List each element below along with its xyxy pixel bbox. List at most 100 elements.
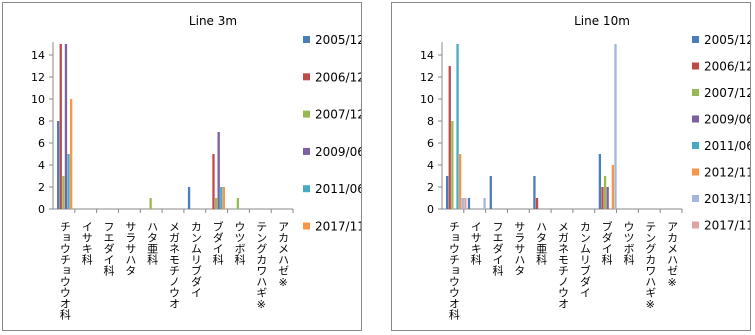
x-category-label: ブダイ科 xyxy=(211,220,224,265)
x-category-label: ウツボ科 xyxy=(622,221,635,265)
y-tick-label: 2 xyxy=(38,181,45,194)
bar xyxy=(70,99,73,209)
bar xyxy=(149,198,152,209)
x-category-label: チョウチョウウオ科 xyxy=(58,221,71,320)
bar xyxy=(222,187,226,209)
x-category-label: ウツボ科 xyxy=(233,221,246,265)
legend-label: 2012/11 xyxy=(704,166,750,180)
chart-panel-line-10m: Line 10m 0 2 4 6 8 10 12 14 チョウチョウウオ科 イサキ科 フエダイ科 サラサ… xyxy=(391,2,751,331)
legend-swatch xyxy=(303,73,310,81)
chart-line-3m: Line 3m 0 2 4 6 8 10 12 14 チョウチョウウオ科 イサキ科 フエダイ科 サラサハ… xyxy=(31,14,361,320)
legend-swatch xyxy=(303,147,310,155)
legend-label: 2009/06 xyxy=(315,145,361,159)
bar xyxy=(459,154,462,209)
legend-label: 2017/11 xyxy=(315,220,361,234)
y-tick-label: 8 xyxy=(427,115,434,128)
bar xyxy=(461,198,464,209)
bar xyxy=(236,198,240,209)
legend-swatch xyxy=(692,195,699,202)
x-category-label: サラサハタ xyxy=(124,221,137,276)
bar xyxy=(212,154,215,209)
y-tick-label: 4 xyxy=(38,159,45,172)
bar xyxy=(483,198,486,209)
legend-swatch xyxy=(303,36,310,43)
bar xyxy=(464,198,467,209)
x-category-label: カンムリブダイ xyxy=(578,221,591,298)
bar xyxy=(67,154,70,209)
legend-label: 2005/12 xyxy=(315,33,361,47)
bar xyxy=(601,187,604,209)
bar xyxy=(64,44,68,209)
bar xyxy=(62,176,65,209)
bar xyxy=(489,176,492,209)
chart-panel-line-3m: Line 3m 0 2 4 6 8 10 12 14 チョウチョウウオ科 イサキ科 フエダイ科 サラサハ… xyxy=(2,2,362,331)
x-category-label: イサキ科 xyxy=(80,221,93,265)
bar xyxy=(220,187,223,209)
bar xyxy=(535,198,539,209)
bar xyxy=(217,132,220,209)
y-tick-label: 10 xyxy=(31,93,45,106)
x-category-label: フエダイ科 xyxy=(491,221,504,276)
bar xyxy=(467,198,471,209)
x-category-label: ハタ亜科 xyxy=(146,221,159,265)
bar xyxy=(59,44,62,209)
bar xyxy=(448,66,451,209)
bar xyxy=(606,187,609,209)
legend-label: 2007/12 xyxy=(704,86,750,100)
x-category-label: チョウチョウウオ科 xyxy=(447,221,460,320)
x-category-label: テングカワハギ※ xyxy=(255,221,268,311)
y-tick-label: 14 xyxy=(420,49,434,62)
legend-label: 2017/11 xyxy=(704,219,750,233)
legend-label: 2005/12 xyxy=(704,33,750,47)
bar xyxy=(451,121,454,209)
x-category-label: ハタ亜科 xyxy=(535,221,548,265)
x-category-label: メガネモチノウオ xyxy=(168,221,181,309)
x-category-label: メガネモチノウオ xyxy=(557,221,570,309)
legend-swatch xyxy=(692,36,699,43)
bar xyxy=(611,165,615,209)
x-category-label: カンムリブダイ xyxy=(189,221,202,298)
x-category-label: アカメハゼ※ xyxy=(277,221,290,289)
x-category-label: テングカワハギ※ xyxy=(644,221,657,311)
y-tick-label: 8 xyxy=(38,115,45,128)
legend-swatch xyxy=(692,62,699,70)
legend-label: 2009/06 xyxy=(704,113,750,127)
legend-swatch xyxy=(303,110,310,118)
bar xyxy=(446,176,449,209)
legend-label: 2007/12 xyxy=(315,108,361,122)
legend-swatch xyxy=(303,185,310,193)
y-tick-label: 6 xyxy=(38,137,45,150)
bar xyxy=(456,44,459,209)
legend-label: 2013/11 xyxy=(704,192,750,206)
legend-label: 2006/12 xyxy=(315,70,361,84)
legend-label: 2011/06 xyxy=(315,182,361,196)
legend-swatch xyxy=(692,89,699,96)
legend-label: 2006/12 xyxy=(704,60,750,74)
y-tick-label: 0 xyxy=(38,203,45,216)
chart-title: Line 3m xyxy=(189,14,237,28)
y-tick-label: 12 xyxy=(31,71,45,84)
x-category-label: ブダイ科 xyxy=(600,220,613,265)
bar xyxy=(598,154,602,209)
x-category-label: イサキ科 xyxy=(469,221,482,265)
y-tick-label: 4 xyxy=(427,159,434,172)
legend-swatch xyxy=(692,115,699,123)
legend-swatch xyxy=(692,168,699,176)
legend-swatch xyxy=(692,142,699,149)
y-tick-label: 10 xyxy=(420,93,434,106)
x-category-label: サラサハタ xyxy=(513,221,526,276)
bar xyxy=(603,176,607,209)
bar xyxy=(614,44,617,209)
y-tick-label: 0 xyxy=(427,203,434,216)
x-category-label: フエダイ科 xyxy=(102,221,115,276)
legend-swatch xyxy=(303,222,310,230)
bar xyxy=(533,176,536,209)
y-tick-label: 12 xyxy=(420,71,434,84)
y-tick-label: 6 xyxy=(427,137,434,150)
bar xyxy=(214,198,218,209)
x-category-label: アカメハゼ※ xyxy=(666,221,679,289)
legend-swatch xyxy=(692,221,699,229)
chart-title: Line 10m xyxy=(574,14,630,28)
y-tick-label: 14 xyxy=(31,49,45,62)
bar xyxy=(187,187,191,209)
